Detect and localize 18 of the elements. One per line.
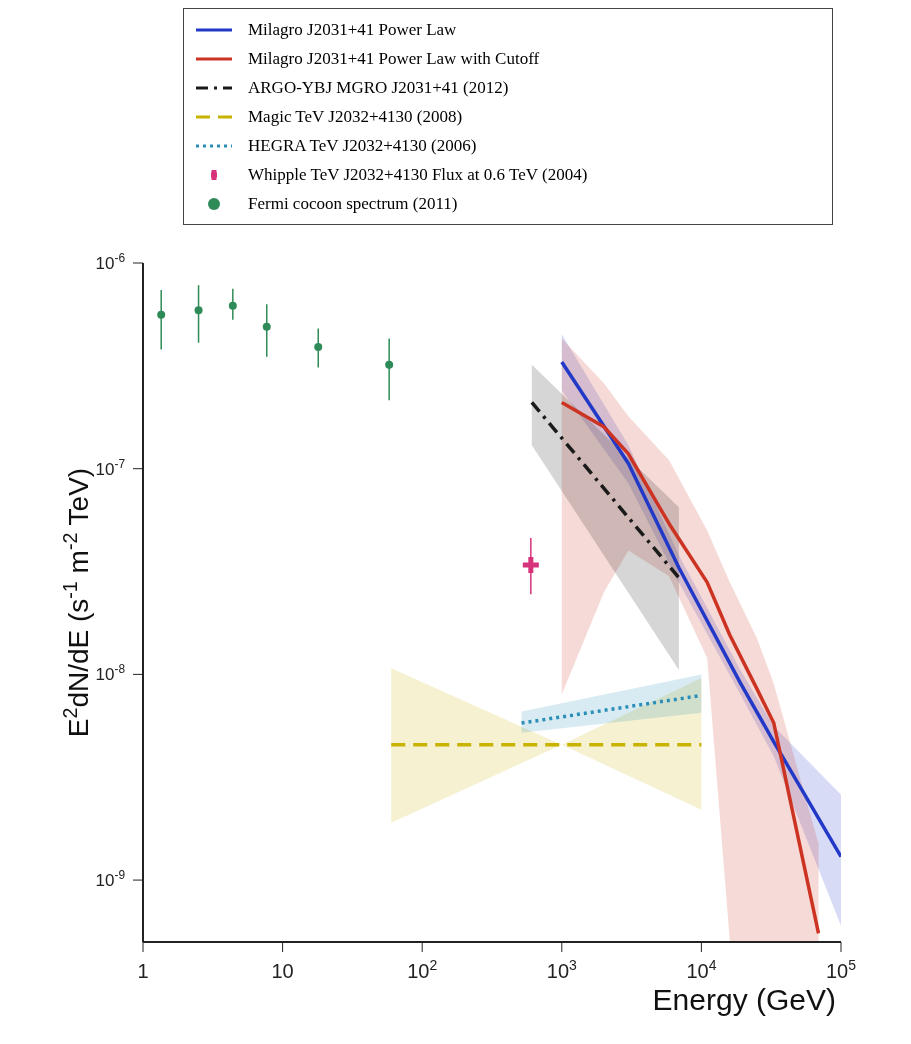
x-tick-label: 1	[137, 960, 149, 982]
legend-label: Whipple TeV J2032+4130 Flux at 0.6 TeV (2004)	[248, 164, 588, 185]
x-tick-label: 10$^{5}$	[825, 957, 857, 982]
x-tick-label: 10$^{4}$	[686, 957, 717, 982]
legend-label: Milagro J2031+41 Power Law	[248, 19, 457, 40]
y-tick-label: 10$^{-9}$	[95, 868, 126, 891]
y-tick-label: 10$^{-7}$	[95, 456, 126, 479]
legend-label: Milagro J2031+41 Power Law with Cutoff	[248, 48, 540, 69]
x-axis-title: Energy (GeV)	[652, 983, 836, 1016]
y-tick-label: 10$^{-6}$	[95, 251, 126, 273]
legend-label: Magic TeV J2032+4130 (2008)	[248, 106, 463, 127]
y-tick-label: 10$^{-8}$	[95, 662, 126, 685]
legend-label: ARGO-YBJ MGRO J2031+41 (2012)	[248, 77, 509, 98]
legend-label: HEGRA TeV J2032+4130 (2006)	[248, 135, 477, 156]
x-tick-label: 10$^{2}$	[407, 957, 438, 982]
x-tick-label: 10$^{3}$	[546, 957, 578, 982]
x-tick-label: 10	[271, 960, 294, 982]
legend-label: Fermi cocoon spectrum (2011)	[248, 193, 458, 214]
